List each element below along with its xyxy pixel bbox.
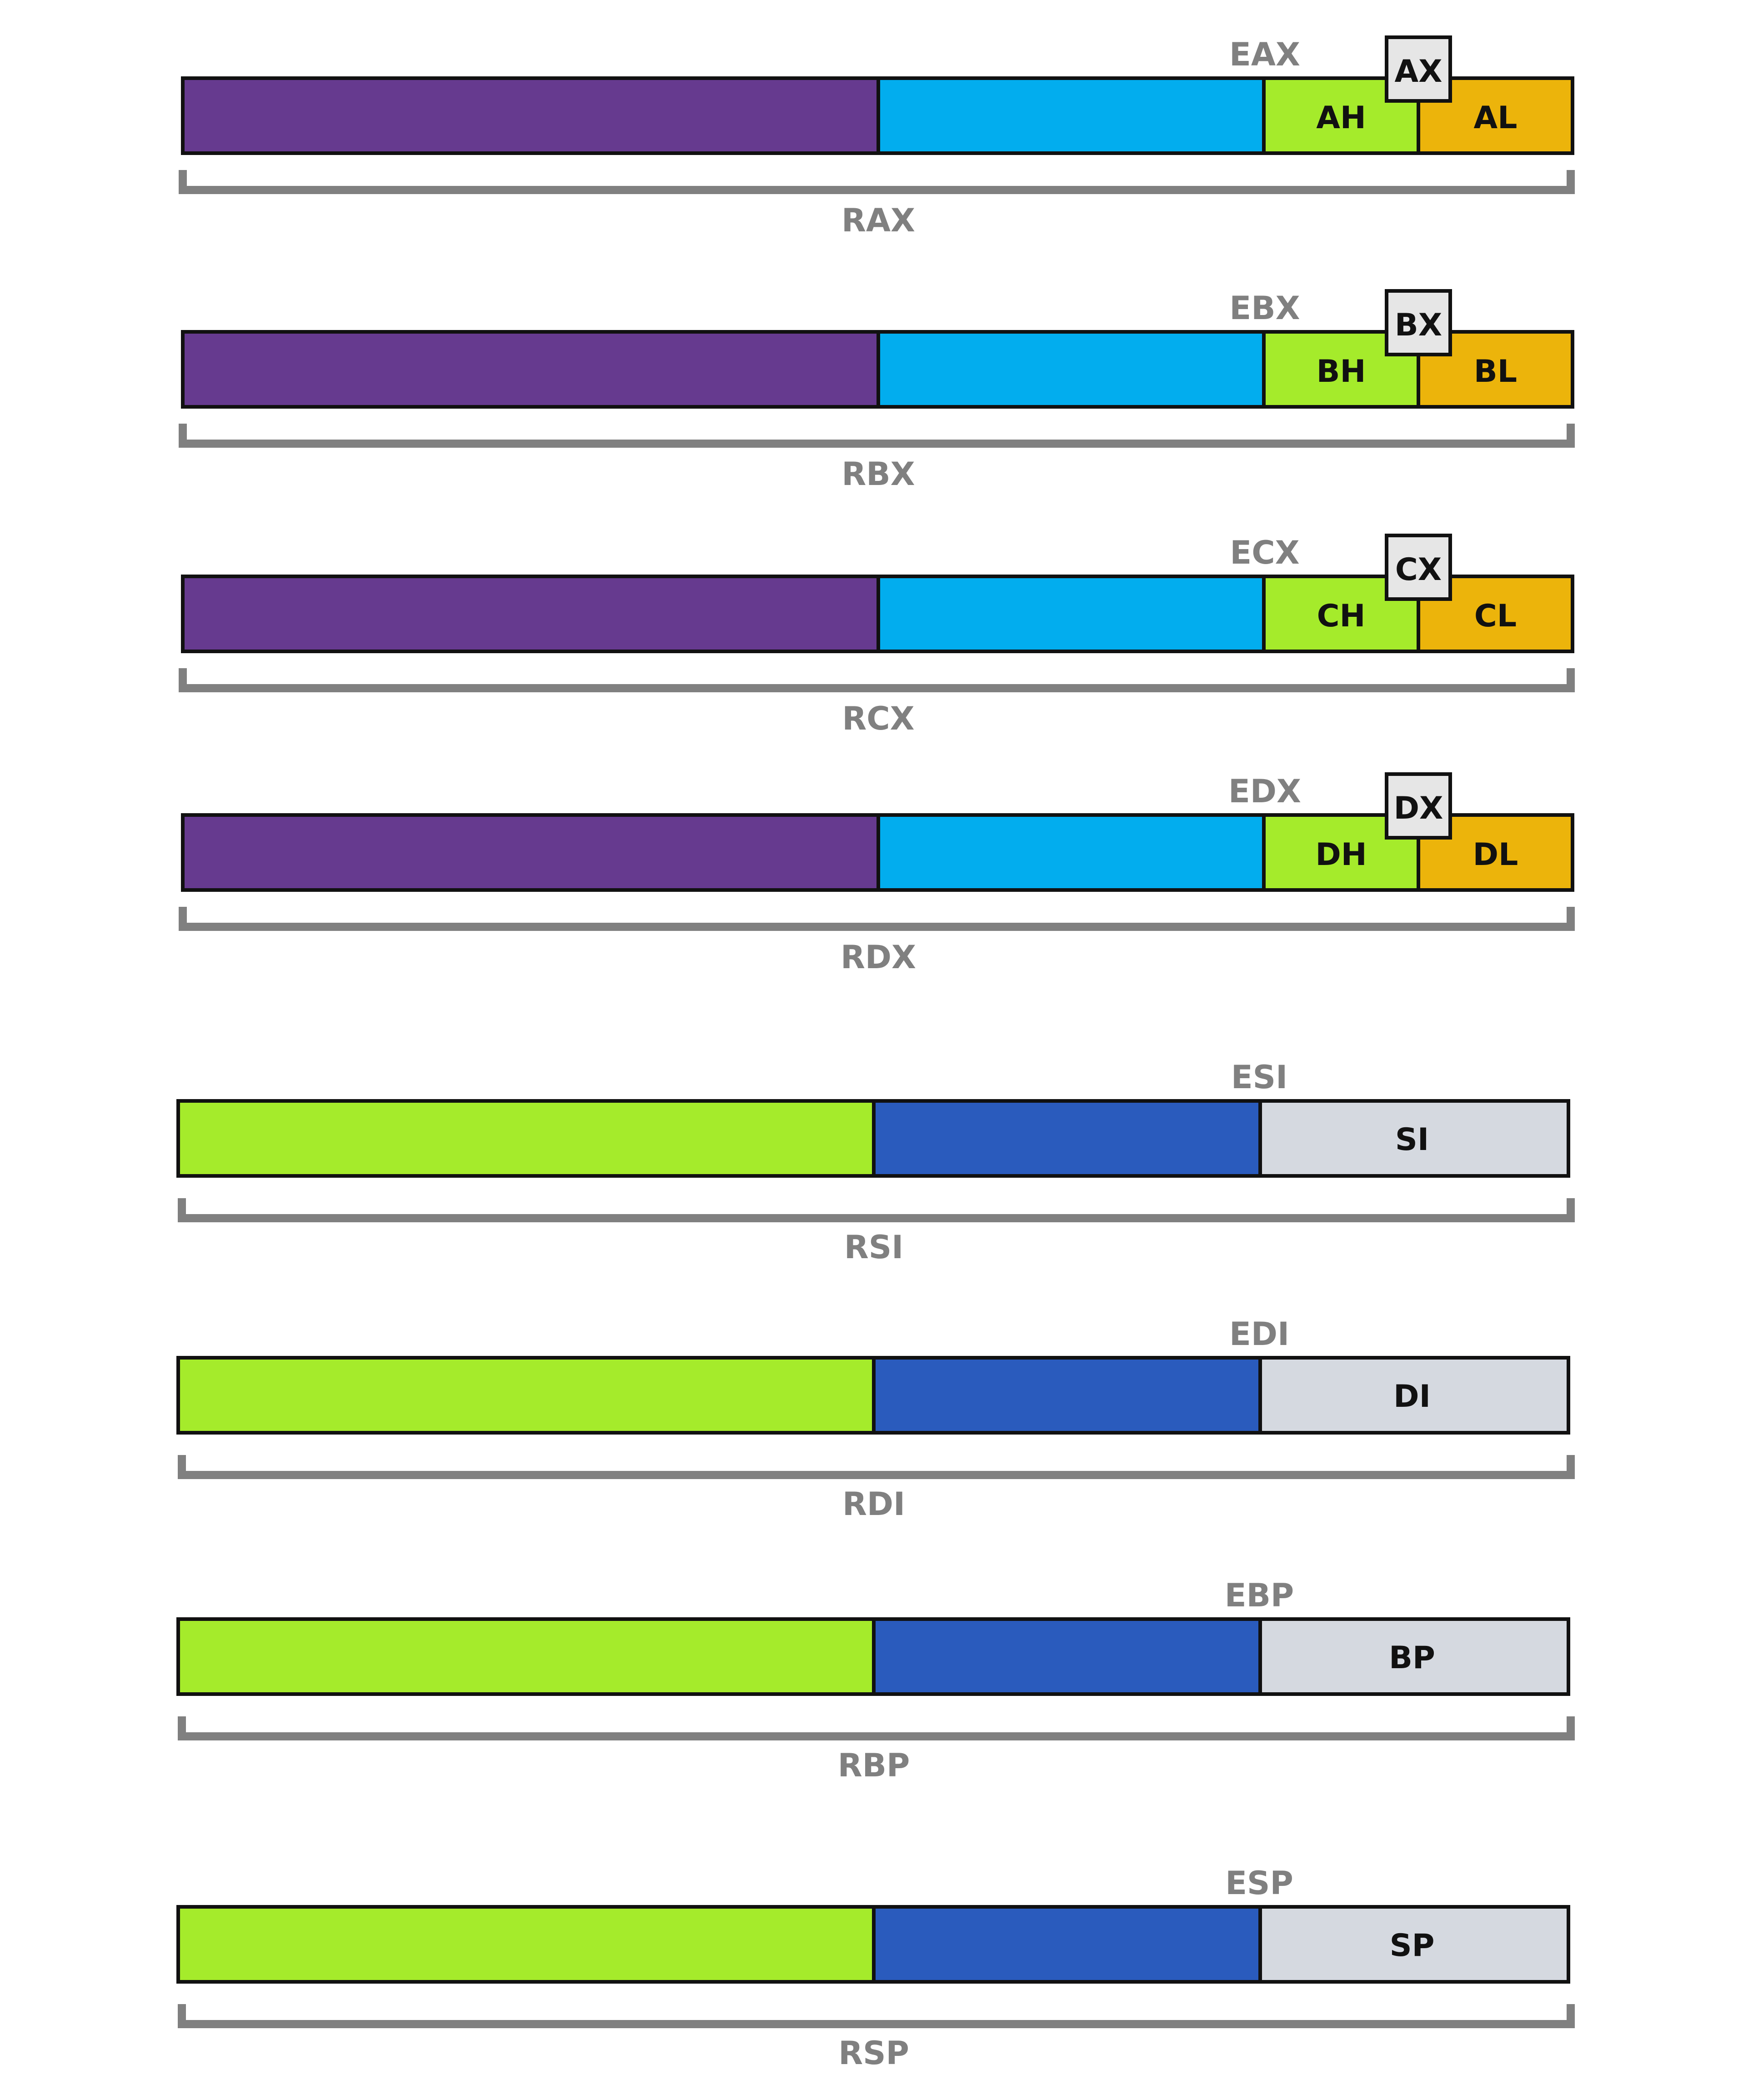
register-rax: AH AL AX EAX RAX — [179, 35, 1575, 239]
register-rdi: DI EDI RDI — [176, 1315, 1575, 1523]
word-register-box — [1385, 534, 1452, 601]
bits-16-31-segment — [872, 1617, 1262, 1696]
bits-16-31-segment — [877, 76, 1266, 155]
high-byte-label: AH — [1316, 100, 1366, 136]
qword-bracket — [178, 1455, 1575, 1479]
word-segment — [1258, 1905, 1570, 1984]
upper-32-bits-segment — [181, 813, 880, 892]
qword-register-label: RAX — [841, 202, 915, 239]
qword-bracket — [178, 1716, 1575, 1740]
word-register-label: SP — [1390, 1928, 1435, 1964]
bits-16-31-segment — [872, 1099, 1262, 1178]
qword-register-label: RBX — [841, 455, 915, 493]
bits-16-31-segment — [872, 1905, 1262, 1984]
word-segment — [1258, 1099, 1570, 1178]
high-byte-label: DH — [1315, 837, 1367, 873]
low-byte-label: CL — [1474, 598, 1517, 634]
qword-bracket — [179, 668, 1575, 692]
word-register-label: BP — [1389, 1640, 1435, 1676]
upper-32-bits-segment — [176, 1356, 876, 1435]
word-register-label: AX — [1394, 54, 1442, 90]
word-register-label: DI — [1393, 1379, 1431, 1415]
low-byte-label: DL — [1473, 837, 1518, 873]
dword-register-label: EDI — [1229, 1315, 1289, 1353]
qword-bracket — [179, 170, 1575, 194]
word-register-box — [1385, 289, 1452, 356]
register-rsi: SI ESI RSI — [176, 1059, 1575, 1266]
word-register-label: CX — [1395, 552, 1442, 588]
register-rbx: BH BL BX EBX RBX — [179, 289, 1575, 493]
qword-bracket — [178, 1198, 1575, 1222]
register-rsp: SP ESP RSP — [176, 1865, 1575, 2072]
qword-register-label: RCX — [842, 700, 914, 737]
qword-register-label: RSP — [838, 2035, 909, 2072]
upper-32-bits-segment — [181, 76, 880, 155]
qword-bracket — [179, 424, 1575, 448]
high-byte-label: BH — [1317, 354, 1366, 390]
upper-32-bits-segment — [176, 1617, 876, 1696]
dword-register-label: ECX — [1230, 534, 1299, 571]
upper-32-bits-segment — [181, 575, 880, 653]
qword-register-label: RDI — [842, 1485, 905, 1523]
low-byte-label: BL — [1474, 354, 1517, 390]
upper-32-bits-segment — [176, 1905, 876, 1984]
dword-register-label: EBX — [1229, 290, 1300, 327]
qword-bracket — [178, 2004, 1575, 2028]
word-register-box — [1385, 35, 1452, 103]
qword-register-label: RBP — [838, 1747, 910, 1784]
qword-bracket — [179, 907, 1575, 931]
qword-register-label: RDX — [841, 939, 916, 976]
low-byte-label: AL — [1474, 100, 1518, 136]
register-rdx: DH DL DX EDX RDX — [179, 772, 1575, 976]
dword-register-label: ESI — [1231, 1059, 1287, 1096]
word-register-box — [1385, 772, 1452, 840]
upper-32-bits-segment — [176, 1099, 876, 1178]
dword-register-label: ESP — [1225, 1865, 1293, 1902]
word-segment — [1258, 1617, 1570, 1696]
word-register-label: DX — [1394, 790, 1443, 826]
dword-register-label: EBP — [1225, 1577, 1294, 1614]
dword-register-label: EDX — [1228, 773, 1301, 810]
dword-register-label: EAX — [1229, 36, 1300, 73]
qword-register-label: RSI — [844, 1229, 903, 1266]
bits-16-31-segment — [872, 1356, 1262, 1435]
register-rcx: CH CL CX ECX RCX — [179, 534, 1575, 737]
upper-32-bits-segment — [181, 330, 880, 409]
bits-16-31-segment — [877, 330, 1266, 409]
word-register-label: SI — [1395, 1122, 1429, 1158]
word-register-label: BX — [1395, 307, 1442, 343]
high-byte-label: CH — [1317, 598, 1366, 634]
word-segment — [1258, 1356, 1570, 1435]
bits-16-31-segment — [877, 813, 1266, 892]
register-rbp: BP EBP RBP — [176, 1577, 1575, 1784]
bits-16-31-segment — [877, 575, 1266, 653]
